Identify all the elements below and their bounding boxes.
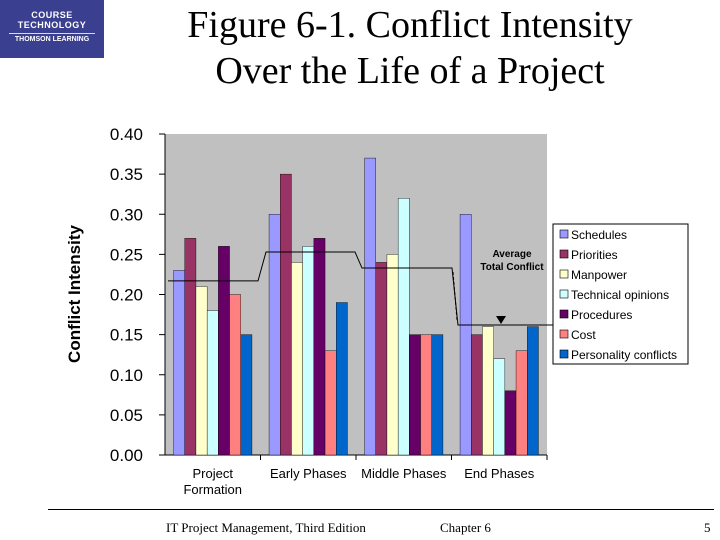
y-tick-label: 0.25 [110, 245, 143, 264]
bar [459, 214, 472, 456]
y-tick-label: 0.05 [110, 406, 143, 425]
legend-swatch [559, 229, 569, 239]
average-label-leader [452, 271, 458, 321]
logo-line-3: THOMSON LEARNING [14, 36, 90, 43]
x-tick-label: End Phases [464, 466, 535, 481]
bar [291, 262, 303, 456]
footer-book-title: IT Project Management, Third Edition [166, 520, 366, 535]
y-tick-label: 0.00 [110, 446, 143, 465]
legend-label: Schedules [571, 228, 627, 242]
bar [313, 238, 326, 456]
y-tick-label: 0.20 [110, 286, 143, 305]
legend-swatch [559, 269, 569, 279]
x-tick-label: Formation [183, 482, 242, 497]
legend-label: Technical opinions [571, 288, 669, 302]
legend-label: Procedures [571, 308, 632, 322]
average-label-line-2: Total Conflict [480, 262, 544, 273]
bar [420, 334, 432, 456]
legend-swatch [559, 289, 569, 299]
bar [397, 197, 410, 456]
legend-label: Personality conflicts [571, 348, 677, 362]
average-total-conflict-line [168, 251, 547, 326]
average-marker-arrow [496, 316, 506, 324]
legend-label: Priorities [571, 248, 618, 262]
bar [240, 334, 253, 456]
bar [280, 173, 292, 456]
bar [218, 246, 230, 456]
bar [504, 390, 517, 456]
bar [493, 358, 506, 456]
bar [409, 334, 421, 456]
bar [515, 350, 528, 456]
bar [324, 350, 337, 456]
bar [364, 157, 376, 456]
bar [471, 334, 483, 456]
bar [195, 286, 208, 456]
bar [173, 270, 185, 456]
legend-swatch [559, 309, 569, 319]
logo-line-1: COURSE [31, 10, 73, 20]
y-tick-label: 0.10 [110, 366, 143, 385]
y-tick-label: 0.15 [110, 326, 143, 345]
bar [302, 246, 315, 456]
y-tick-label: 0.40 [110, 125, 143, 144]
legend-box [552, 223, 689, 365]
x-tick-label: Project [193, 466, 234, 481]
bar [336, 302, 348, 456]
bar [268, 214, 281, 456]
legend-swatch [559, 249, 569, 259]
bar [386, 254, 399, 456]
logo-divider [9, 33, 95, 34]
bar [229, 294, 241, 456]
bar [184, 238, 197, 456]
publisher-logo: COURSE TECHNOLOGY THOMSON LEARNING [0, 0, 104, 58]
conflict-intensity-chart: 0.00 0.05 0.10 0.15 0.20 0.25 0.30 0.35 0.40 Conf… [65, 125, 689, 497]
bar [482, 326, 494, 456]
legend-swatch [559, 349, 569, 359]
title-line-2: Over the Life of a Project [215, 50, 605, 92]
x-tick-label: Middle Phases [361, 466, 447, 481]
footer-chapter: Chapter 6 [440, 520, 491, 535]
bar [431, 334, 444, 456]
y-tick-label: 0.35 [110, 165, 143, 184]
bar [375, 262, 388, 456]
legend-label: Manpower [571, 268, 627, 282]
title-line-1: Figure 6-1. Conflict Intensity [187, 4, 633, 46]
average-label-line-1: Average [492, 249, 532, 260]
logo-line-2: TECHNOLOGY [17, 20, 87, 30]
legend-label: Cost [571, 328, 596, 342]
bar [527, 326, 539, 456]
bar [206, 310, 219, 456]
footer-page-number: 5 [704, 520, 711, 535]
footer-divider [48, 509, 714, 510]
y-axis-title: Conflict Intensity [65, 225, 84, 363]
x-tick-label: Early Phases [270, 466, 347, 481]
y-tick-label: 0.30 [110, 205, 143, 224]
legend-swatch [559, 329, 569, 339]
slide-title: Figure 6-1. Conflict Intensity Over the … [110, 2, 710, 94]
